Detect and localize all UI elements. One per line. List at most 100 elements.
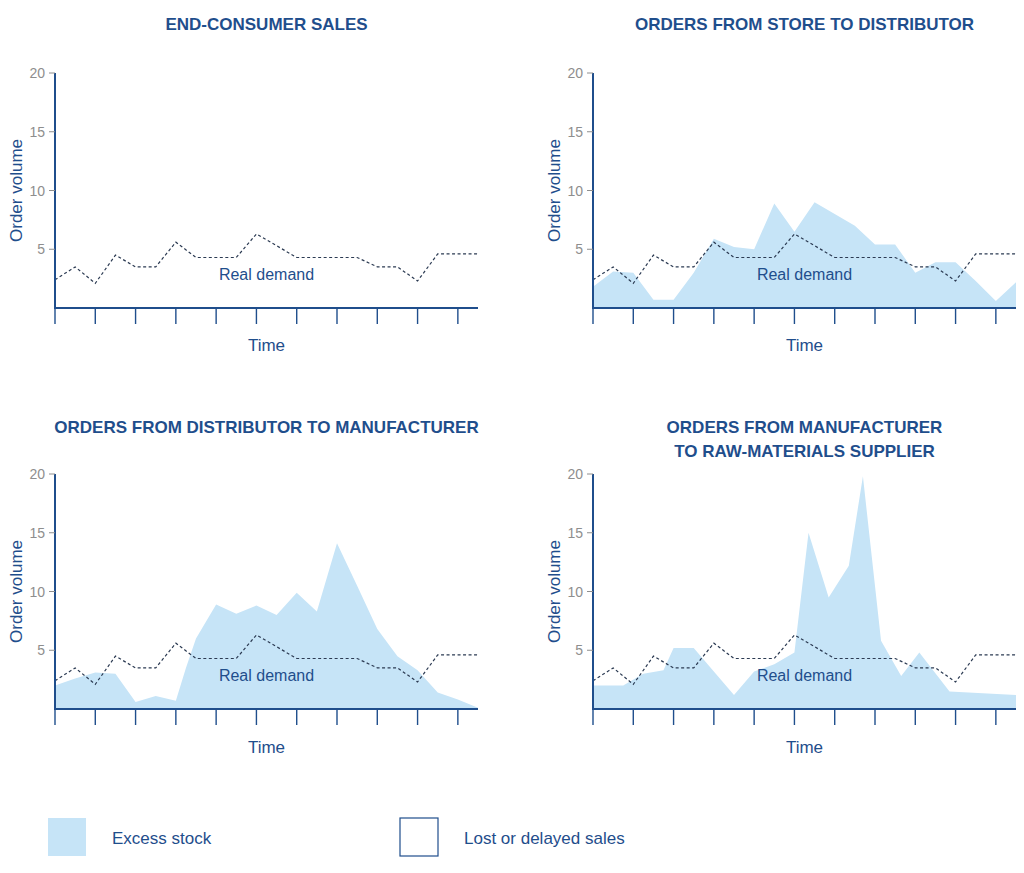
x-tick xyxy=(874,709,875,725)
chart: ORDERS FROM MANUFACTURER TO RAW-MATERIALS… xyxy=(545,418,1016,757)
demand-line xyxy=(55,635,478,684)
chart-title: END-CONSUMER SALES xyxy=(165,15,367,34)
excess-area xyxy=(593,476,1016,709)
x-tick xyxy=(377,308,378,324)
title-line: ORDERS FROM STORE TO DISTRIBUTOR xyxy=(635,15,974,34)
series-label: Real demand xyxy=(757,667,852,684)
chart: END-CONSUMER SALES Real demand 5 10 15 20 Time… xyxy=(7,15,478,355)
x-tick xyxy=(215,709,216,725)
x-axis-label: Time xyxy=(248,738,285,757)
legend-swatch xyxy=(400,818,438,856)
y-tick-label: 5 xyxy=(37,241,45,257)
y-tick xyxy=(49,73,55,74)
y-tick-label: 15 xyxy=(29,124,45,140)
y-tick xyxy=(49,591,55,592)
y-axis-label: Order volume xyxy=(7,139,26,242)
y-tick xyxy=(587,650,593,651)
y-tick-label: 15 xyxy=(567,124,583,140)
y-tick xyxy=(587,591,593,592)
plot-area xyxy=(55,234,478,283)
y-tick xyxy=(587,249,593,250)
y-tick xyxy=(587,474,593,475)
x-axis-label: Time xyxy=(248,336,285,355)
series-label: Real demand xyxy=(219,667,314,684)
y-axis-label: Order volume xyxy=(7,540,26,643)
x-tick xyxy=(834,709,835,725)
y-tick-label: 10 xyxy=(29,183,45,199)
x-tick xyxy=(135,709,136,725)
legend-label: Excess stock xyxy=(112,829,212,848)
y-tick-label: 10 xyxy=(29,584,45,600)
chart: ORDERS FROM DISTRIBUTOR TO MANUFACTURER R… xyxy=(7,418,479,757)
legend: Excess stock Lost or delayed sales xyxy=(48,818,625,856)
x-tick xyxy=(256,308,257,324)
x-tick xyxy=(915,308,916,324)
series-label: Real demand xyxy=(219,266,314,283)
y-tick-label: 5 xyxy=(575,642,583,658)
x-tick xyxy=(633,709,634,725)
x-axis-label: Time xyxy=(786,336,823,355)
x-tick xyxy=(417,709,418,725)
y-tick xyxy=(49,474,55,475)
x-tick xyxy=(457,709,458,725)
demand-line xyxy=(593,234,1016,283)
x-tick xyxy=(794,308,795,324)
x-tick xyxy=(336,709,337,725)
x-tick xyxy=(457,308,458,324)
demand-line xyxy=(55,234,478,283)
excess-area xyxy=(593,202,1016,308)
excess-area xyxy=(55,543,478,709)
y-tick-label: 20 xyxy=(567,65,583,81)
legend-swatch xyxy=(48,818,86,856)
y-tick xyxy=(49,650,55,651)
y-tick-label: 10 xyxy=(567,183,583,199)
x-tick xyxy=(592,308,593,324)
x-tick xyxy=(54,709,55,725)
x-axis-label: Time xyxy=(786,738,823,757)
title-line: TO RAW-MATERIALS SUPPLIER xyxy=(674,442,935,461)
x-tick xyxy=(753,308,754,324)
y-tick-label: 20 xyxy=(29,466,45,482)
x-axis xyxy=(54,307,478,309)
x-tick xyxy=(753,709,754,725)
x-tick xyxy=(175,709,176,725)
x-tick xyxy=(336,308,337,324)
x-tick xyxy=(713,709,714,725)
x-tick xyxy=(955,709,956,725)
y-tick-label: 5 xyxy=(575,241,583,257)
y-tick-label: 5 xyxy=(37,642,45,658)
x-tick xyxy=(95,308,96,324)
title-line: ORDERS FROM MANUFACTURER xyxy=(667,418,943,437)
x-tick xyxy=(633,308,634,324)
figure: END-CONSUMER SALES Real demand 5 10 15 20 Time… xyxy=(0,0,1024,873)
y-tick-label: 20 xyxy=(29,65,45,81)
x-tick xyxy=(256,709,257,725)
plot-area xyxy=(593,476,1016,709)
x-tick xyxy=(713,308,714,324)
chart-title: ORDERS FROM STORE TO DISTRIBUTOR xyxy=(635,15,974,34)
y-tick-label: 15 xyxy=(567,525,583,541)
x-tick xyxy=(175,308,176,324)
series-label: Real demand xyxy=(757,266,852,283)
y-axis-label: Order volume xyxy=(545,540,564,643)
y-tick xyxy=(49,131,55,132)
legend-label: Lost or delayed sales xyxy=(464,829,625,848)
x-axis xyxy=(592,708,1016,710)
x-tick xyxy=(215,308,216,324)
chart-title: ORDERS FROM MANUFACTURER TO RAW-MATERIALS… xyxy=(667,418,943,461)
y-tick xyxy=(587,190,593,191)
x-tick xyxy=(135,308,136,324)
title-line: END-CONSUMER SALES xyxy=(165,15,367,34)
y-tick xyxy=(587,532,593,533)
x-tick xyxy=(296,308,297,324)
x-tick xyxy=(296,709,297,725)
x-tick xyxy=(995,308,996,324)
x-tick xyxy=(673,709,674,725)
x-tick xyxy=(417,308,418,324)
title-line: ORDERS FROM DISTRIBUTOR TO MANUFACTURER xyxy=(54,418,478,437)
plot-area xyxy=(55,543,478,709)
x-tick xyxy=(874,308,875,324)
x-tick xyxy=(592,709,593,725)
x-tick xyxy=(377,709,378,725)
x-axis xyxy=(592,307,1016,309)
